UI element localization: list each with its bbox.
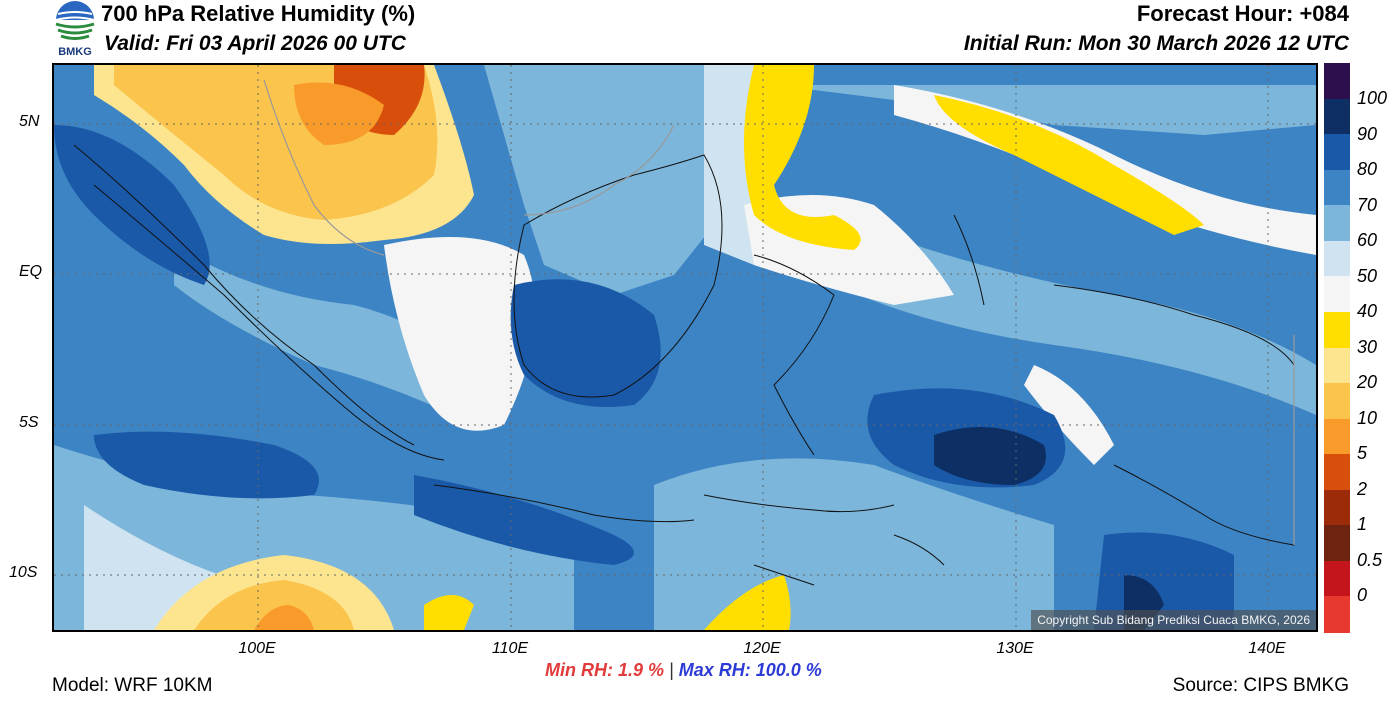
colorbar-label-100: 100 — [1357, 88, 1388, 108]
source-info: Source: CIPS BMKG — [1172, 675, 1349, 696]
humidity-map[interactable]: Copyright Sub Bidang Prediksi Cuaca BMKG… — [52, 63, 1318, 632]
colorbar-segment — [1324, 134, 1350, 171]
lon-label-140e: 140E — [1248, 640, 1286, 657]
lat-label-5n: 5N — [19, 113, 40, 130]
lon-label-100e: 100E — [238, 640, 276, 657]
forecast-hour: Forecast Hour: +084 — [1136, 1, 1349, 26]
colorbar-label-60: 60 — [1357, 230, 1378, 250]
colorbar-segment — [1324, 98, 1350, 135]
valid-time: Valid: Fri 03 April 2026 00 UTC — [104, 32, 406, 55]
colorbar-segment — [1324, 169, 1350, 206]
rh-min-max: Min RH: 1.9 % | Max RH: 100.0 % — [545, 660, 822, 681]
colorbar-segment — [1324, 596, 1350, 633]
colorbar-label-30: 30 — [1357, 337, 1378, 357]
model-info: Model: WRF 10KM — [52, 675, 213, 696]
colorbar-label-40: 40 — [1357, 301, 1378, 321]
colorbar-label-70: 70 — [1357, 195, 1378, 215]
lat-label-5s: 5S — [19, 414, 39, 431]
colorbar-segment — [1324, 489, 1350, 526]
copyright-notice: Copyright Sub Bidang Prediksi Cuaca BMKG… — [1031, 610, 1316, 630]
colorbar-label-0: 0 — [1357, 585, 1368, 605]
colorbar-segment — [1324, 454, 1350, 491]
initial-run: Initial Run: Mon 30 March 2026 12 UTC — [963, 32, 1349, 55]
chart-title: 700 hPa Relative Humidity (%) — [101, 1, 416, 26]
colorbar-label-0-5: 0.5 — [1357, 550, 1383, 570]
colorbar-segment — [1324, 525, 1350, 562]
colorbar-segment — [1324, 311, 1350, 348]
colorbar-label-10: 10 — [1357, 408, 1378, 428]
colorbar-segment — [1324, 347, 1350, 384]
colorbar-segment — [1324, 63, 1350, 100]
lon-label-130e: 130E — [996, 640, 1034, 657]
colorbar-label-90: 90 — [1357, 124, 1378, 144]
min-rh: Min RH: 1.9 % — [545, 660, 665, 680]
logo-text: BMKG — [58, 46, 92, 58]
min-max-separator: | — [669, 660, 674, 680]
colorbar-label-50: 50 — [1357, 266, 1378, 286]
humidity-field — [54, 65, 1316, 630]
colorbar-segment — [1324, 418, 1350, 455]
colorbar-segment — [1324, 276, 1350, 313]
colorbar-label-80: 80 — [1357, 159, 1378, 179]
colorbar-segment — [1324, 205, 1350, 242]
max-rh: Max RH: 100.0 % — [678, 660, 822, 680]
lat-label-eq: EQ — [19, 263, 43, 280]
bmkg-logo — [55, 1, 95, 40]
colorbar-label-5: 5 — [1357, 443, 1368, 463]
colorbar-label-20: 20 — [1357, 372, 1378, 392]
colorbar-segment — [1324, 240, 1350, 277]
colorbar — [1324, 63, 1350, 633]
colorbar-label-1: 1 — [1357, 514, 1368, 534]
lon-label-120e: 120E — [743, 640, 781, 657]
colorbar-segment — [1324, 383, 1350, 420]
colorbar-label-2: 2 — [1357, 479, 1368, 499]
colorbar-segment — [1324, 560, 1350, 597]
lon-label-110e: 110E — [491, 640, 529, 657]
lat-label-10s: 10S — [9, 564, 38, 581]
